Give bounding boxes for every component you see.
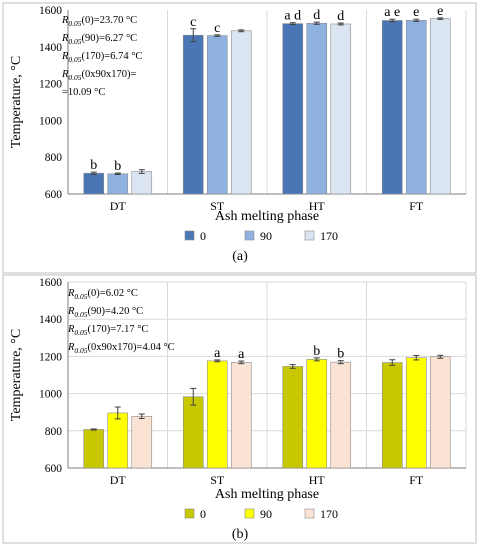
legend-swatch [304, 508, 315, 519]
bar [282, 366, 304, 469]
bar [206, 35, 228, 195]
bar [429, 356, 451, 469]
bar [182, 396, 204, 469]
y-tick-label: 1400 [39, 42, 62, 54]
significance-letter: b [337, 347, 344, 362]
significance-letter: b [114, 159, 121, 174]
stat-annotation: R0.05(0)=23.70 °C [61, 15, 137, 28]
stat-annotation: R0.05(90)=6.27 °C [61, 33, 137, 46]
y-tick-label: 600 [45, 189, 63, 201]
legend-swatch [304, 230, 315, 241]
bar [381, 362, 403, 469]
y-axis-title: Temperature, °C [9, 329, 24, 421]
significance-letter: a e [384, 5, 400, 20]
significance-letter: d [313, 8, 320, 23]
stat-annotation: R0.05(0x90x170)=4.04 °C [67, 342, 175, 355]
y-tick-label: 1400 [39, 314, 62, 326]
bar [83, 172, 105, 195]
bar [330, 23, 352, 195]
bar [306, 359, 328, 469]
y-tick-label: 800 [45, 426, 63, 438]
x-tick-label: ST [210, 473, 225, 487]
y-tick-label: 600 [45, 463, 63, 475]
x-tick-label: DT [110, 473, 127, 487]
significance-letter: e [437, 4, 443, 19]
significance-letter: c [214, 21, 220, 36]
x-axis-title: Ash melting phase [215, 487, 319, 502]
chart-panel-b: 600 800 1000 1200 1400 1600 Temperature, °C DT a… [2, 274, 477, 544]
bar [405, 20, 427, 195]
bar [131, 171, 153, 195]
bar [182, 34, 204, 195]
legend-label: 90 [260, 229, 272, 243]
x-tick-label: FT [409, 473, 424, 487]
significance-letter: b [90, 158, 97, 173]
y-tick-label: 1000 [39, 389, 62, 401]
significance-letter: b [313, 344, 320, 359]
x-tick-label: DT [110, 199, 127, 213]
significance-letter: a d [284, 9, 301, 24]
legend-label: 0 [200, 507, 206, 521]
x-tick-label: HT [309, 199, 326, 213]
legend-label: 0 [200, 229, 206, 243]
significance-letter: a [214, 346, 221, 361]
stat-annotation: R0.05(0x90x170)= [61, 69, 137, 82]
x-tick-label: FT [409, 199, 424, 213]
bar [429, 18, 451, 195]
bar [131, 415, 153, 469]
panel-label: (a) [232, 249, 248, 264]
stat-annotation: R0.05(170)=7.17 °C [67, 324, 148, 337]
significance-letter: a [238, 347, 245, 362]
chart-frame [2, 2, 477, 274]
significance-letter: d [337, 9, 344, 24]
bar [330, 361, 352, 469]
stat-annotation: R0.05(0)=6.02 °C [67, 288, 138, 301]
y-tick-label: 1000 [39, 115, 62, 127]
bar [405, 357, 427, 469]
bar [230, 362, 252, 469]
x-tick-label: HT [309, 473, 326, 487]
x-axis-title: Ash melting phase [215, 209, 319, 224]
bar [282, 23, 304, 195]
y-tick-label: 1600 [39, 277, 62, 289]
legend-swatch [184, 230, 195, 241]
y-tick-label: 1600 [39, 5, 62, 17]
stat-annotation: =10.09 °C [62, 87, 105, 98]
legend-swatch [244, 230, 255, 241]
y-tick-label: 1200 [39, 79, 62, 91]
legend-swatch [244, 508, 255, 519]
stat-annotation: R0.05(90)=4.20 °C [67, 306, 143, 319]
chart-panel-a: 600 800 1000 1200 1400 1600 Temperature, °C b b D… [2, 2, 477, 274]
bar [107, 412, 129, 469]
bar [206, 360, 228, 469]
bar [230, 30, 252, 195]
stat-annotation: R0.05(170)=6.74 °C [61, 51, 142, 64]
legend-label: 90 [260, 507, 272, 521]
bar [107, 173, 129, 195]
bar [83, 429, 105, 469]
significance-letter: e [413, 5, 419, 20]
y-tick-label: 1200 [39, 351, 62, 363]
bar [306, 22, 328, 195]
panel-label: (b) [232, 527, 249, 542]
legend-label: 170 [320, 229, 338, 243]
significance-letter: c [190, 15, 196, 30]
bar [381, 20, 403, 195]
y-axis-title: Temperature, °C [9, 56, 24, 148]
y-tick-label: 800 [45, 152, 63, 164]
legend-swatch [184, 508, 195, 519]
chart-frame [2, 274, 477, 544]
x-tick-label: ST [210, 199, 225, 213]
legend-label: 170 [320, 507, 338, 521]
